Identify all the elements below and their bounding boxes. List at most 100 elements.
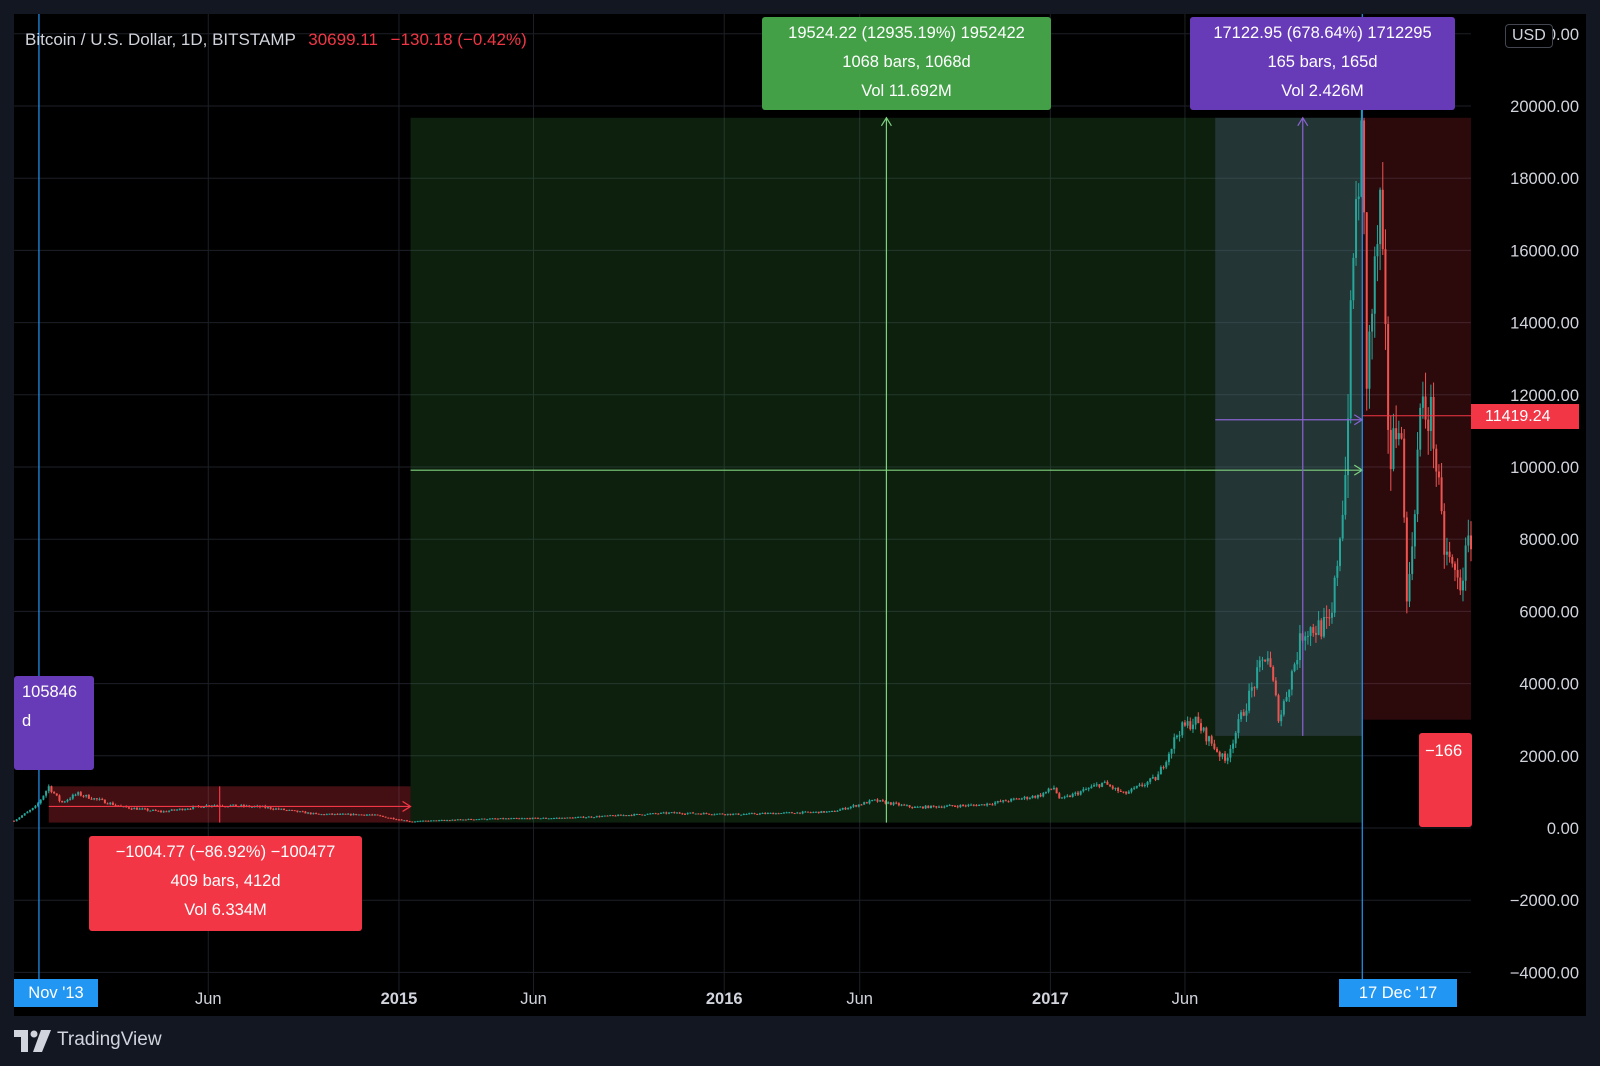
candle-body: [1413, 514, 1416, 547]
candle-body: [106, 803, 109, 805]
candle-body: [317, 813, 320, 815]
candle-body: [272, 808, 275, 810]
candle-body: [283, 808, 286, 811]
candle-body: [833, 811, 836, 813]
price-tick-label: 2000.00: [1519, 748, 1579, 766]
candle-body: [95, 798, 98, 800]
candle-body: [1106, 781, 1109, 785]
candle-body: [1269, 658, 1272, 667]
candle-body: [234, 804, 237, 807]
candle-body: [1355, 199, 1358, 258]
candle-body: [42, 795, 45, 800]
candle-body: [1216, 748, 1219, 752]
currency-button[interactable]: USD: [1505, 24, 1553, 48]
candle-body: [860, 804, 863, 806]
candle-body: [293, 810, 296, 812]
purple-left-measure-label[interactable]: 105846 d: [14, 676, 94, 770]
candle-body: [1135, 785, 1138, 788]
red-measure-change: −1004.77 (−86.92%) −100477: [115, 843, 336, 861]
candle-body: [168, 810, 171, 812]
candle-body: [889, 802, 892, 805]
red-right-measure-label[interactable]: −166: [1419, 733, 1472, 827]
candle-body: [1363, 120, 1366, 213]
candle-body: [1309, 627, 1312, 636]
red-measure-label[interactable]: −1004.77 (−86.92%) −100477 409 bars, 412…: [89, 836, 362, 931]
tradingview-logo-icon[interactable]: [14, 1030, 52, 1052]
candle-body: [1047, 788, 1050, 792]
candle-body: [785, 812, 788, 814]
candle-body: [21, 815, 24, 818]
candle-body: [718, 813, 721, 815]
candle-body: [454, 819, 457, 821]
candle-body: [1360, 120, 1363, 197]
candle-body: [1405, 517, 1408, 602]
candle-body: [312, 813, 315, 815]
candle-body: [1175, 735, 1178, 738]
candle-body: [515, 818, 518, 820]
candle-body: [464, 819, 467, 821]
candle-body: [392, 817, 395, 820]
candle-body: [895, 802, 898, 804]
candle-body: [1403, 438, 1406, 518]
candle-body: [740, 814, 743, 816]
candle-body: [502, 818, 505, 820]
candle-body: [999, 801, 1002, 803]
candle-body: [1036, 794, 1039, 798]
candle-body: [37, 803, 40, 806]
candle-body: [1020, 798, 1023, 800]
candle-body: [186, 808, 189, 810]
candle-body: [625, 815, 628, 817]
candle-body: [1451, 557, 1454, 564]
candle-body: [1248, 690, 1251, 711]
price-axis[interactable]: 22000.0020000.0018000.0016000.0014000.00…: [1510, 26, 1579, 983]
candle-body: [1167, 753, 1170, 763]
candle-body: [534, 817, 537, 819]
price-tick-label: 8000.00: [1519, 531, 1579, 549]
candle-body: [1266, 658, 1269, 662]
candle-body: [823, 811, 826, 813]
candle-body: [66, 799, 69, 802]
current-price-label: 11419.24: [1471, 404, 1579, 429]
candle-body: [558, 817, 561, 819]
candle-body: [419, 820, 422, 822]
purple-left-measure-value: 105846: [22, 683, 78, 701]
symbol-info[interactable]: Bitcoin / U.S. Dollar, 1D, BITSTAMP 3069…: [25, 30, 527, 50]
candle-body: [884, 800, 887, 804]
purple-measure-label[interactable]: 17122.95 (678.64%) 1712295 165 bars, 165…: [1190, 17, 1455, 110]
candle-body: [15, 819, 18, 822]
candle-body: [1264, 659, 1267, 662]
candle-body: [1336, 566, 1339, 578]
candle-body: [863, 802, 866, 805]
candle-body: [26, 811, 29, 814]
candle-body: [1282, 701, 1285, 715]
candle-body: [1042, 793, 1045, 797]
price-tick-label: −4000.00: [1510, 964, 1579, 982]
candle-body: [154, 809, 157, 811]
candle-body: [1328, 617, 1331, 619]
candle-body: [355, 813, 358, 816]
brand-name: TradingView: [57, 1029, 162, 1050]
candle-body: [1087, 788, 1090, 790]
candle-body: [69, 798, 72, 800]
candle-body: [801, 811, 804, 814]
time-axis[interactable]: Jun 2015 Jun 2016 Jun 2017 Jun: [195, 990, 1198, 1008]
symbol-title: Bitcoin / U.S. Dollar, 1D, BITSTAMP: [25, 30, 296, 49]
candle-body: [991, 804, 994, 806]
candle-body: [726, 813, 729, 815]
candle-body: [422, 820, 425, 822]
candle-body: [547, 818, 550, 820]
candle-body: [1085, 789, 1088, 791]
candle-body: [855, 805, 858, 807]
candle-body: [488, 818, 491, 820]
candle-body: [1387, 324, 1390, 430]
candle-body: [1453, 563, 1456, 570]
candle-body: [141, 808, 144, 810]
green-measure-label[interactable]: 19524.22 (12935.19%) 1952422 1068 bars, …: [762, 17, 1051, 110]
candle-body: [913, 806, 916, 808]
candle-body: [1250, 687, 1253, 691]
candle-body: [430, 820, 433, 822]
candle-body: [1464, 545, 1467, 581]
candle-body: [574, 817, 577, 819]
price-tick-label: 0.00: [1547, 820, 1579, 838]
